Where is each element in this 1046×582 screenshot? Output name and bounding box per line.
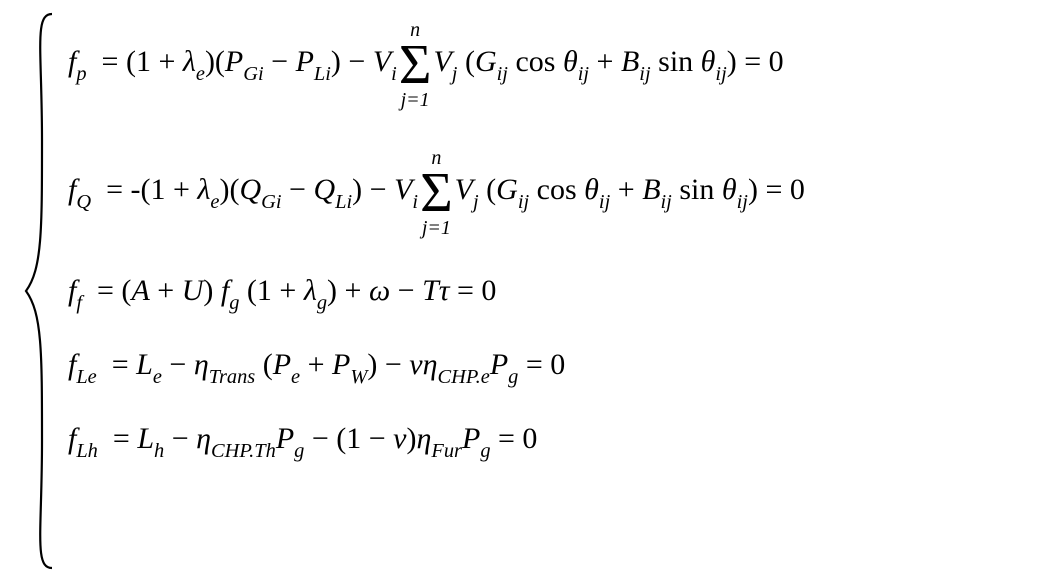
sub-Le: Le (76, 366, 96, 388)
left-brace (20, 10, 60, 572)
sum-lower: j=1 (422, 218, 451, 238)
equation-ff: ff = (A + U) fg (1 + λg) + ω − Tτ = 0 (68, 266, 1026, 322)
sub-Lh: Lh (76, 440, 98, 462)
summation-fp: n Σ j=1 (399, 20, 432, 110)
equation-fLe: fLe = Le − ηTrans (Pe + PW) − νηCHP.ePg … (68, 340, 1026, 396)
equation-list: fp = (1 + λe)(PGi − PLi) − Vi n Σ j=1 Vj… (60, 10, 1026, 572)
sub-f: f (76, 292, 82, 314)
sum-lower: j=1 (401, 90, 430, 110)
equation-fLh: fLh = Lh − ηCHP.ThPg − (1 − ν)ηFurPg = 0 (68, 414, 1026, 470)
sub-p: p (76, 63, 86, 85)
summation-fQ: n Σ j=1 (420, 148, 453, 238)
sigma-symbol: Σ (399, 40, 432, 90)
equation-fp: fp = (1 + λe)(PGi − PLi) − Vi n Σ j=1 Vj… (68, 10, 1026, 120)
sigma-symbol: Σ (420, 168, 453, 218)
sub-Q: Q (76, 191, 91, 213)
equation-system: fp = (1 + λe)(PGi − PLi) − Vi n Σ j=1 Vj… (0, 0, 1046, 582)
equation-fQ: fQ = -(1 + λe)(QGi − QLi) − Vi n Σ j=1 V… (68, 138, 1026, 248)
